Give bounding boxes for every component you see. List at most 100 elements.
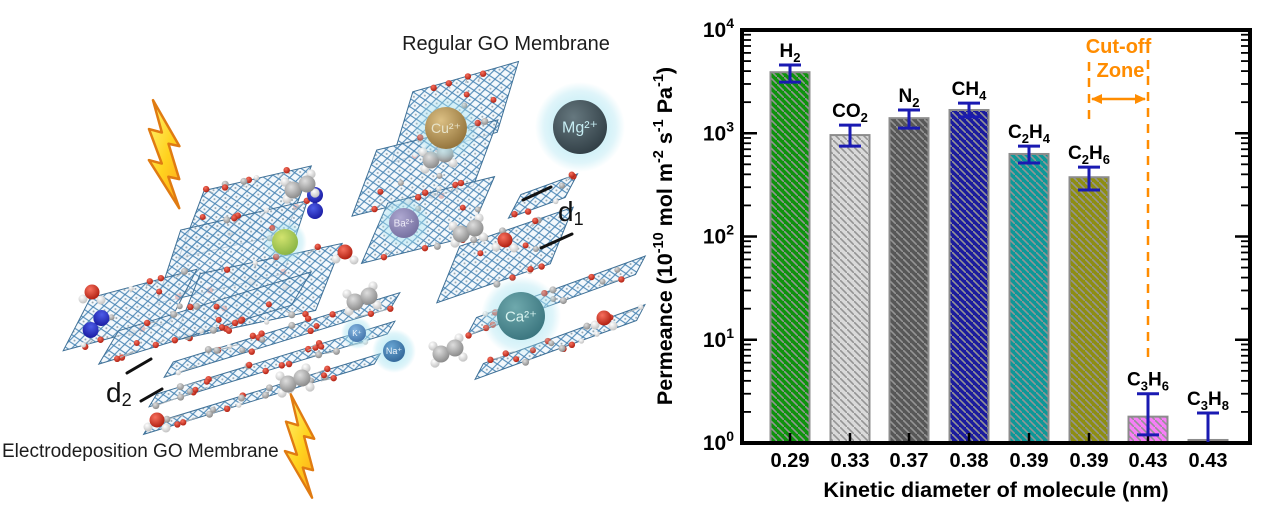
oxygen-group-atom — [288, 311, 296, 319]
water-molecule — [491, 232, 519, 253]
surface-atom — [156, 288, 163, 295]
oxygen-group-atom — [583, 322, 591, 330]
ion-ca: Ca²⁺ — [481, 276, 561, 356]
error-bars — [779, 63, 1219, 442]
hydrogen-atom — [161, 423, 171, 433]
y-axis-title: Permeance (10-10 mol m-2 s-1 Pa-1) — [651, 67, 677, 405]
go-sheet — [507, 171, 579, 220]
oxygen-group-atom — [223, 405, 231, 413]
bar-label-c3h8: C3H8 — [1187, 389, 1229, 413]
bar-labels: H2 CO2 N2 CH4 C2H4 C2H6 C3H6 C3H8 — [780, 41, 1229, 413]
error-bar-ch4 — [958, 101, 980, 119]
ion-sphere — [553, 100, 607, 154]
carbon-atom — [284, 181, 302, 199]
bar-label-c2h4: C2H4 — [1008, 122, 1051, 146]
bar-label-c2h6: C2H6 — [1068, 143, 1110, 167]
d2-spacing-annotation: d2 — [106, 357, 164, 410]
carbon-atom — [466, 219, 484, 237]
oxygen-group-atom — [113, 355, 121, 363]
bar-ch4 — [948, 108, 990, 444]
oxygen-group-atom — [553, 198, 559, 205]
surface-atom — [133, 340, 140, 347]
bar-h2 — [769, 71, 811, 445]
bar-hatch-h2 — [770, 72, 810, 443]
surface-atom — [176, 303, 183, 310]
surface-atom — [186, 388, 193, 395]
surface-atom — [463, 91, 470, 98]
oxygen-group-atom — [226, 343, 233, 350]
x-tick-label-2: 0.37 — [890, 450, 929, 472]
oxygen-atom — [596, 310, 612, 326]
go-sheet-lattice — [97, 271, 313, 365]
nitrogen-atom — [307, 203, 323, 219]
oxygen-group-atom — [231, 319, 239, 327]
oxygen-group-atom — [511, 210, 518, 218]
error-bar-n2 — [898, 108, 920, 130]
x-tick-label-3: 0.38 — [950, 450, 989, 472]
oxygen-group-atom — [588, 273, 595, 281]
oxygen-group-atom — [262, 391, 270, 399]
bar-c2h4 — [1008, 152, 1050, 445]
go-sheet — [148, 320, 396, 410]
spacing-line — [125, 357, 153, 375]
oxygen-group-atom — [568, 171, 575, 178]
oxygen-group-atom — [202, 185, 210, 193]
oxygen-group-atom — [532, 217, 539, 225]
ion-sphere — [383, 340, 405, 362]
surface-atom — [559, 182, 566, 189]
oxygen-group-atom — [568, 341, 576, 349]
nitrogen-atom — [82, 321, 99, 338]
surface-atom — [192, 386, 199, 393]
surface-atom — [213, 303, 220, 310]
error-bar-c2h4 — [1018, 144, 1040, 165]
ion-label-ba: Ba²⁺ — [394, 219, 415, 230]
cutoff-arrowhead-right — [1135, 94, 1146, 104]
hydrogen-atom — [458, 352, 468, 362]
oxygen-group-atom — [240, 177, 248, 185]
surface-atom — [522, 242, 529, 249]
oxygen-group-atom — [618, 276, 625, 283]
oxygen-group-atom — [332, 347, 340, 355]
ion-mg: Mg²⁺ — [535, 82, 625, 172]
plot-frame — [740, 28, 1252, 445]
d1-spacing-annotation: d1 — [521, 185, 584, 250]
oxygen-group-atom — [457, 179, 465, 187]
oxygen-group-atom — [152, 341, 159, 349]
oxygen-group-atom — [329, 311, 336, 318]
bar-label-ch4: CH4 — [952, 79, 987, 103]
hydrogen-atom — [608, 321, 618, 331]
oxygen-group-atom — [180, 267, 188, 275]
oxygen-group-atom — [263, 207, 270, 213]
surface-atom — [318, 343, 325, 350]
bond — [178, 365, 198, 374]
hydrogen-atom — [78, 294, 88, 304]
hydrogen-atom — [372, 300, 382, 310]
x-tick-label-7: 0.43 — [1189, 450, 1228, 472]
oxygen-group-atom — [283, 166, 290, 174]
oxygen-group-atom — [481, 117, 489, 125]
x-axis-title: Kinetic diameter of molecule (nm) — [823, 478, 1168, 502]
bars — [769, 71, 1229, 445]
carbon-atom — [360, 287, 378, 305]
oxygen-group-atom — [285, 360, 293, 368]
error-bar-c3h8 — [1197, 411, 1219, 442]
y-tick-label-10e4: 104 — [703, 15, 734, 42]
oxygen-group-atom — [638, 304, 644, 310]
surface-atom — [436, 172, 443, 179]
oxygen-group-atom — [324, 365, 331, 373]
hydrogen-atom — [448, 158, 458, 168]
bar-hatch-co2 — [830, 135, 870, 443]
ion-label-ca: Ca²⁺ — [505, 308, 537, 325]
ion-na: Na⁺ — [372, 329, 416, 373]
surface-atom — [320, 372, 327, 379]
ion-ba: Ba²⁺ — [378, 197, 430, 249]
error-bar-h2 — [779, 63, 801, 84]
hydrogen-atom — [143, 422, 153, 432]
oxygen-group-atom — [143, 319, 151, 327]
oxygen-group-atom — [97, 336, 104, 343]
oxygen-group-atom — [237, 394, 245, 402]
lightning-bolt-icon — [283, 393, 316, 499]
oxygen-group-atom — [305, 345, 312, 353]
oxygen-group-atom — [187, 303, 194, 311]
